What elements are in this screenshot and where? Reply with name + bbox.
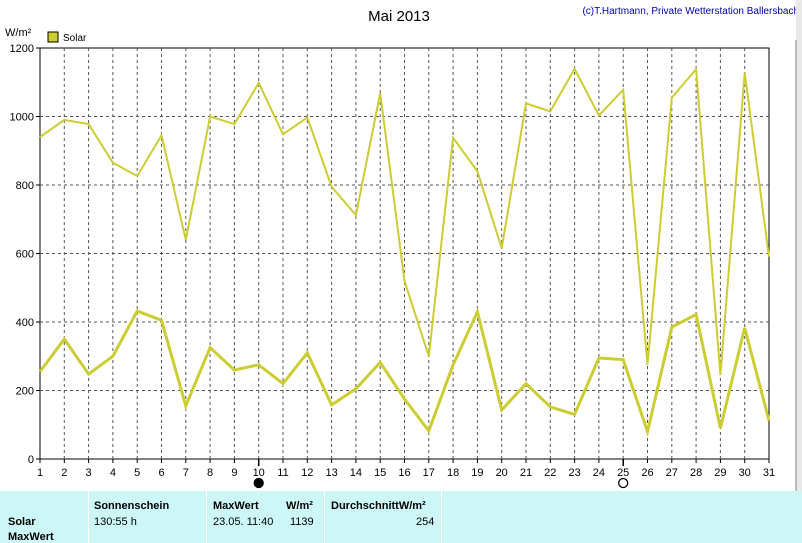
- x-tick-label: 11: [277, 467, 288, 479]
- series-lines: [38, 66, 771, 438]
- x-tick-label: 26: [641, 467, 653, 479]
- x-tick-label: 22: [544, 467, 556, 479]
- x-tick-label: 12: [301, 467, 313, 479]
- panel-divider: [324, 491, 325, 543]
- summary-panel: Sonnenschein MaxWert W/m² DurchschnittW/…: [0, 491, 802, 543]
- x-tick-label: 8: [207, 467, 213, 479]
- x-tick-label: 31: [763, 467, 775, 479]
- x-tick-label: 5: [134, 467, 140, 479]
- panel-divider: [88, 491, 89, 543]
- x-tick-label: 29: [714, 467, 726, 479]
- row-label-solar: Solar: [8, 516, 36, 528]
- x-tick-label: 30: [739, 467, 751, 479]
- y-tick-label: 1200: [10, 43, 34, 55]
- y-tick-label: 0: [28, 454, 34, 466]
- x-tick-label: 25: [617, 467, 629, 479]
- average-value: 254: [416, 516, 435, 528]
- x-tick-label: 14: [350, 467, 362, 479]
- x-tick-label: 20: [496, 467, 508, 479]
- x-tick-label: 1: [37, 467, 43, 479]
- x-tick-label: 4: [110, 467, 116, 479]
- legend-swatch: [47, 31, 59, 43]
- panel-divider: [441, 491, 442, 543]
- x-tick-label: 21: [520, 467, 532, 479]
- x-tick-label: 28: [690, 467, 702, 479]
- maxwert-header: MaxWert: [213, 500, 259, 512]
- right-edge: [796, 0, 802, 491]
- x-tick-label: 15: [374, 467, 386, 479]
- maxwert-time: 23.05. 11:40: [213, 516, 274, 528]
- panel-divider: [206, 491, 207, 543]
- x-tick-label: 17: [423, 467, 435, 479]
- maxwert-unit: W/m²: [286, 500, 313, 512]
- series-line-2: [38, 307, 771, 438]
- chart-title: Mai 2013: [368, 8, 430, 25]
- moon-markers: [253, 459, 629, 489]
- y-tick-label: 800: [16, 180, 34, 192]
- x-axis-ticks: 1 2 3 4 5 6 7 8 9 10 11 12 13 14 15 16 17 18 19 20 21 22 23 24 2…: [37, 459, 775, 479]
- x-tick-label: 19: [471, 467, 483, 479]
- new-moon-icon: [253, 477, 264, 489]
- x-tick-label: 13: [325, 467, 337, 479]
- row-label-maxwert: MaxWert: [8, 531, 54, 543]
- x-tick-label: 2: [61, 467, 67, 479]
- legend-label: Solar: [63, 33, 87, 44]
- average-header: DurchschnittW/m²: [331, 500, 426, 512]
- full-moon-icon: [618, 477, 629, 489]
- maxwert-value: 1139: [290, 516, 314, 528]
- x-tick-label: 10: [253, 467, 265, 479]
- x-tick-label: 24: [593, 467, 605, 479]
- y-tick-label: 200: [16, 386, 34, 398]
- x-tick-label: 16: [398, 467, 410, 479]
- sunshine-value: 130:55 h: [94, 516, 137, 528]
- x-tick-label: 18: [447, 467, 459, 479]
- y-axis-ticks: 0 200 400 600 800 1000 1200: [10, 43, 40, 466]
- x-tick-label: 6: [158, 467, 164, 479]
- chart-credit: (c)T.Hartmann, Private Wetterstation Bal…: [582, 6, 799, 17]
- x-tick-label: 9: [231, 467, 237, 479]
- x-tick-label: 23: [568, 467, 580, 479]
- y-tick-label: 600: [16, 249, 34, 261]
- y-axis-unit: W/m²: [5, 27, 32, 39]
- chart: Mai 2013 (c)T.Hartmann, Private Wetterst…: [5, 0, 802, 491]
- x-tick-label: 3: [86, 467, 92, 479]
- series-line-1: [39, 66, 770, 376]
- sunshine-header: Sonnenschein: [94, 500, 170, 512]
- x-tick-label: 7: [183, 467, 189, 479]
- x-tick-label: 27: [666, 467, 678, 479]
- y-tick-label: 1000: [10, 112, 34, 124]
- y-tick-label: 400: [16, 317, 34, 329]
